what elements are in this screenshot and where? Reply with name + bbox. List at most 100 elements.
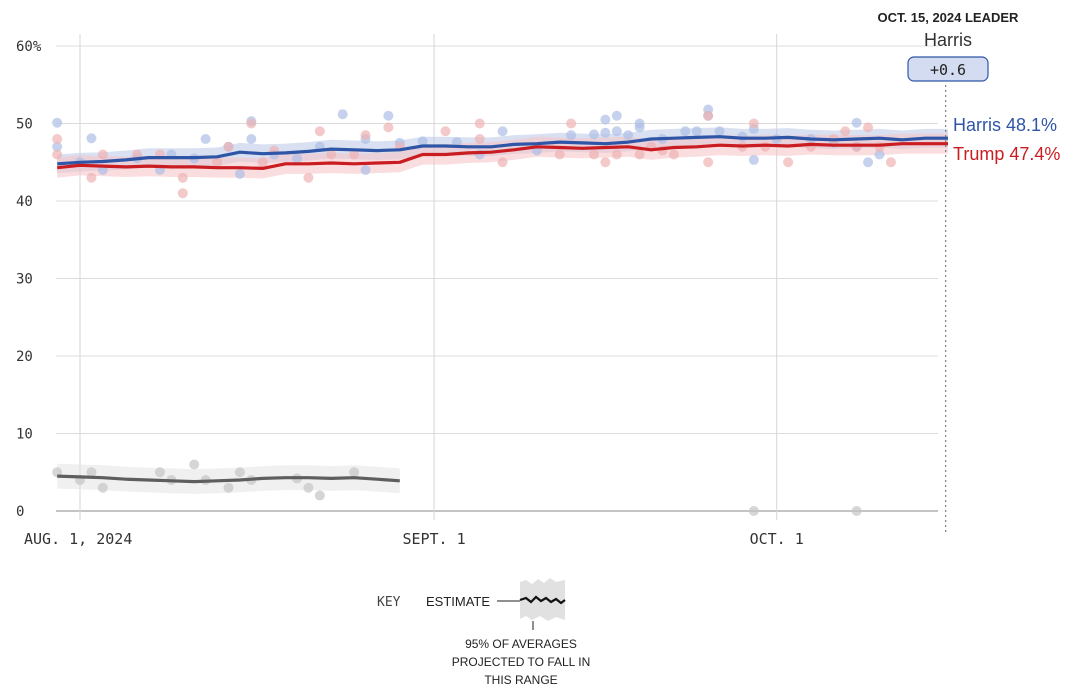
harris-poll-dot [246,134,257,144]
kennedy-poll-dot [851,506,862,516]
harris-poll-dot [86,133,97,144]
harris-poll-dot [417,136,428,147]
key-heading: KEY [377,595,401,610]
trump-poll-dot [863,122,874,133]
leader-margin: +0.6 [930,61,966,79]
kennedy-poll-dot [748,506,759,516]
harris-poll-dot [497,126,508,137]
harris-poll-dot [52,117,63,128]
trump-poll-dot [703,157,714,168]
trump-poll-dot [314,126,325,137]
harris-end-label: Harris 48.1% [953,115,1057,135]
kennedy-poll-dot [223,482,234,493]
kennedy-poll-dot [303,482,314,493]
trump-poll-dot [554,149,565,160]
gridlines [56,34,938,520]
trump-poll-dot [600,157,611,168]
average-lines [57,135,948,484]
key-estimate-label: ESTIMATE [426,594,490,609]
kennedy-average-line [57,474,400,484]
harris-poll-dot [623,130,634,141]
kennedy-poll-dot [86,467,97,478]
harris-poll-dot [234,168,245,179]
y-tick-label: 50 [16,117,33,133]
trump-end-label: Trump 47.4% [953,144,1060,164]
trump-poll-dot [257,157,268,168]
leader-margin-badge [907,56,989,82]
harris-poll-dot [566,130,577,141]
harris-poll-dot [680,126,691,137]
kennedy-poll-dot [349,467,360,478]
kennedy-poll-dot [189,459,200,470]
kennedy-poll-dot [314,490,325,501]
trump-poll-dot [326,149,337,160]
trump-poll-dot [177,172,188,183]
y-tick-label: 20 [16,349,33,365]
trump-poll-dot [611,149,622,160]
trump-poll-dot [566,118,577,129]
harris-poll-dot [874,149,885,160]
trump-poll-dot [360,130,371,141]
trump-average-line [57,142,948,170]
harris-poll-dot [691,126,702,137]
y-tick-label: 0 [16,504,24,520]
y-tick-label: 60% [16,39,42,55]
trump-poll-dot [474,118,485,129]
harris-poll-dot [292,153,302,164]
trump-poll-dot [840,126,851,137]
harris-poll-dot [600,114,611,125]
x-tick-label: AUG. 1, 2024 [24,530,132,548]
trump-poll-dot [303,172,314,183]
trump-poll-dot [97,149,108,160]
trump-poll-dot [52,149,63,160]
trump-poll-dot [440,126,451,137]
key-range-note: 95% OF AVERAGES [465,637,577,651]
harris-poll-dot [634,122,645,133]
poll-dots [52,104,896,516]
kennedy-poll-dot [97,482,108,493]
confidence-bands [57,127,948,494]
x-tick-label: OCT. 1 [750,530,804,548]
x-tick-label: SEPT. 1 [402,530,465,548]
trump-poll-dot [588,149,599,160]
key-estimate-line [519,595,566,605]
harris-average-line [57,135,948,166]
trump-poll-dot [497,157,508,168]
harris-poll-dot [611,110,622,121]
harris-poll-dot [360,165,371,175]
axis-labels: 0 10 20 30 40 50 60% AUG. 1, 2024 SEPT. 1 OCT. 1 H… [16,39,1060,548]
trump-poll-dot [885,157,896,168]
harris-poll-dot [851,117,862,128]
chart-key: KEY ESTIMATE 95% OF AVERAGES PROJECTED TO F… [377,578,590,687]
trump-poll-dot [474,134,485,144]
trump-poll-dot [668,149,679,160]
trump-poll-dot [703,110,714,121]
harris-poll-dot [383,110,394,121]
harris-poll-dot [714,126,725,137]
leader-name: Harris [924,30,972,50]
key-range-note: THIS RANGE [484,673,557,687]
trump-poll-dot [349,149,360,160]
leader-heading: OCT. 15, 2024 LEADER [878,10,1019,25]
trump-poll-dot [383,122,394,133]
y-tick-label: 30 [16,272,33,288]
y-tick-label: 10 [16,427,33,443]
trump-poll-dot [783,157,794,168]
y-tick-label: 40 [16,194,33,210]
harris-poll-dot [337,109,348,120]
harris-poll-dot [611,126,622,137]
harris-poll-dot [52,141,63,152]
trump-poll-dot [748,118,759,129]
kennedy-poll-dot [154,467,165,478]
trump-poll-dot [223,141,234,152]
leader-annotation: OCT. 15, 2024 LEADER Harris +0.6 [878,10,1019,532]
kennedy-poll-dot [234,467,245,478]
trump-poll-dot [212,157,223,168]
trump-poll-dot [246,118,257,129]
harris-poll-dot [451,137,462,148]
harris-poll-dot [588,129,599,140]
trump-poll-dot [634,149,645,160]
harris-poll-dot [863,157,874,168]
harris-poll-dot [200,134,211,144]
